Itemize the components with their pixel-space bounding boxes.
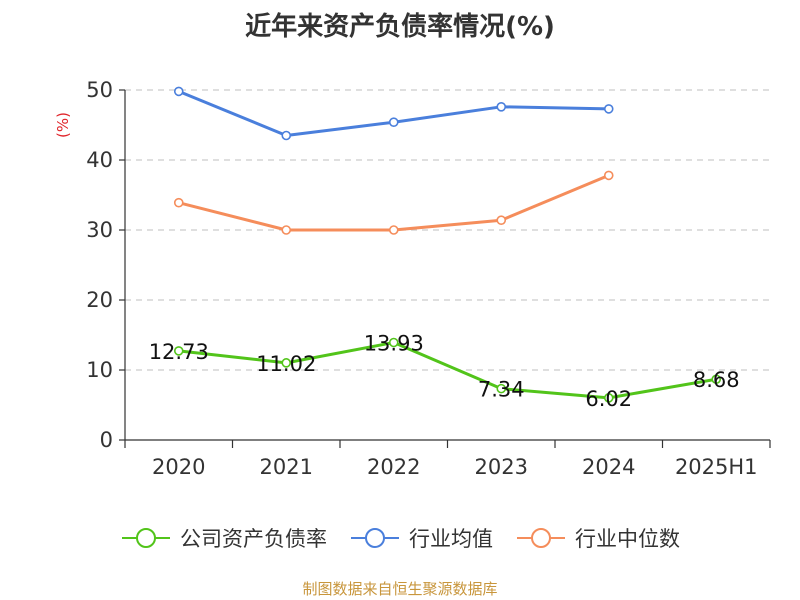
legend: 公司资产负债率 行业均值 行业中位数	[0, 520, 800, 556]
data-label: 7.34	[478, 378, 525, 402]
legend-marker-icon	[351, 528, 399, 548]
data-point	[496, 102, 507, 112]
legend-label: 行业均值	[409, 527, 493, 551]
y-tick-label: 30	[86, 218, 113, 242]
data-label: 13.93	[364, 331, 424, 355]
data-point	[173, 86, 184, 97]
data-point	[388, 337, 399, 348]
data-point	[281, 225, 292, 235]
data-label: 12.73	[149, 340, 209, 364]
data-point	[173, 197, 184, 208]
x-tick-label: 2025H1	[675, 455, 758, 479]
data-label: 11.02	[256, 352, 316, 376]
x-tick-label: 2020	[152, 455, 205, 479]
y-tick-label: 50	[86, 78, 113, 102]
data-point	[603, 170, 614, 181]
data-point	[173, 346, 184, 356]
y-tick-label: 0	[100, 428, 113, 452]
y-axis-label: (%)	[54, 112, 72, 138]
data-point	[496, 383, 507, 394]
legend-marker-icon	[122, 528, 170, 548]
x-tick-label: 2024	[582, 455, 635, 479]
data-point	[281, 358, 292, 368]
y-tick-label: 10	[86, 358, 113, 382]
data-label: 6.02	[585, 387, 632, 411]
legend-marker-icon	[517, 528, 565, 548]
y-tick-label: 20	[86, 288, 113, 312]
data-point	[281, 130, 292, 141]
data-point	[388, 225, 399, 235]
series-line-1	[178, 90, 609, 137]
series-line-0	[178, 340, 717, 400]
chart-title: 近年来资产负债率情况(%)	[245, 12, 555, 42]
source-note: 制图数据来自恒生聚源数据库	[302, 580, 498, 598]
x-tick-label: 2022	[367, 455, 420, 479]
legend-item: 行业均值	[349, 523, 493, 553]
x-tick-label: 2023	[475, 455, 528, 479]
x-tick-label: 2021	[260, 455, 313, 479]
data-point	[388, 117, 399, 127]
data-point	[603, 104, 614, 114]
data-point	[496, 215, 507, 225]
legend-item: 行业中位数	[515, 523, 680, 553]
data-point	[711, 374, 722, 385]
data-point	[603, 393, 614, 403]
legend-label: 公司资产负债率	[180, 527, 327, 551]
series-line-2	[178, 174, 610, 232]
series-lines	[173, 86, 722, 403]
legend-item: 公司资产负债率	[120, 523, 327, 553]
axes: 0 10 20 30 40 50 (%) 2020 2021 2022 2023 2024 2025H1	[54, 78, 771, 479]
data-labels: 12.73 11.02 13.93 7.34 6.02 8.68	[149, 331, 740, 410]
data-label: 8.68	[693, 368, 740, 392]
legend-label: 行业中位数	[575, 527, 680, 551]
grid-lines	[125, 89, 770, 371]
y-tick-label: 40	[86, 148, 113, 172]
